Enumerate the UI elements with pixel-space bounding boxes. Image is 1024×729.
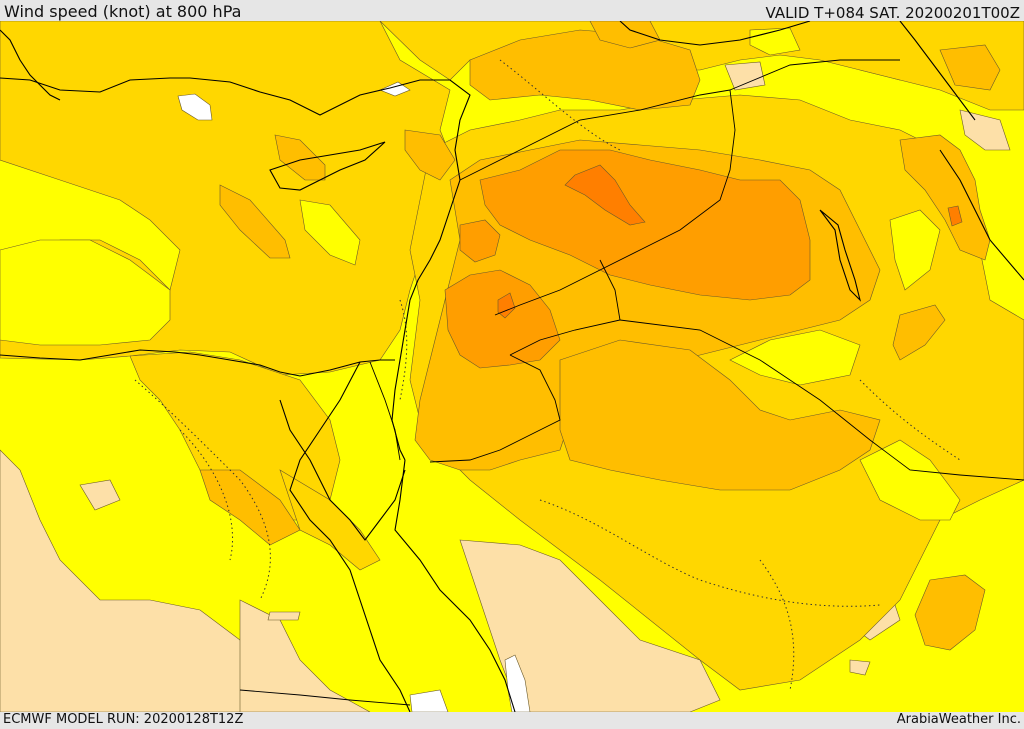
light-zone-small-1 — [267, 611, 301, 621]
coastline-black-sea — [619, 21, 811, 46]
border-iraq-saudi — [619, 319, 1024, 481]
coastline-red-sea-west — [289, 361, 411, 712]
strong-zone-jordan — [444, 269, 561, 369]
calm-zone-south — [409, 689, 449, 712]
dotted-isoline-2 — [179, 429, 234, 561]
fresh-zone-lebanon — [404, 129, 456, 181]
fresh-zone-turkey-north — [589, 21, 661, 49]
fresh-zone-gulf — [914, 574, 986, 651]
low-wind-pockets — [0, 27, 961, 521]
dotted-isolines — [134, 59, 961, 691]
map-footer: ECMWF MODEL RUN: 20200128T12Z ArabiaWeat… — [0, 712, 1024, 729]
low-pocket-cyprus — [299, 199, 361, 266]
dotted-isoline-5 — [499, 59, 621, 151]
coastline-caspian — [899, 21, 976, 121]
coastline-caspian-gulf — [819, 209, 862, 302]
fresh-zone-iraq — [559, 339, 881, 491]
map-header: Wind speed (knot) at 800 hPa VALID T+084… — [0, 0, 1024, 22]
wind-speed-map — [0, 21, 1024, 712]
light-zone-caucasus — [724, 61, 766, 91]
fresh-zone-north — [469, 29, 701, 111]
very-strong-core-zagros — [947, 205, 963, 227]
light-zone-iran-west — [959, 109, 1011, 151]
strong-zone-palestine — [459, 219, 501, 263]
calm-zone-aegean — [177, 93, 213, 121]
dotted-isoline-4 — [759, 559, 795, 691]
dotted-isoline-3 — [539, 499, 881, 607]
border-egypt-sudan — [239, 689, 411, 706]
light-zone-north-sinai — [79, 479, 121, 511]
credit-label: ArabiaWeather Inc. — [896, 712, 1021, 727]
coastline-turkey-south — [0, 77, 471, 211]
fresh-zone-med-streak — [219, 184, 291, 259]
valid-time: VALID T+084 SAT. 20200201T00Z — [765, 4, 1020, 22]
fresh-zone-cyprus-east — [274, 134, 326, 181]
dotted-isoline-7 — [399, 299, 408, 401]
strong-wind-zones — [444, 149, 811, 369]
calm-zone-bosphorus — [379, 81, 411, 97]
coastline-egypt — [0, 349, 395, 377]
low-pocket-west — [0, 239, 171, 346]
low-pocket-north-arabia — [859, 439, 961, 521]
coastline-gulf — [939, 149, 1024, 281]
border-iran-iraq — [729, 59, 900, 91]
strong-zone-syria-iraq — [479, 149, 811, 301]
fresh-zone-sinai-strip — [199, 469, 301, 546]
border-egypt-israel — [369, 361, 401, 461]
coastline-sinai — [279, 399, 406, 541]
dotted-isoline-1 — [134, 379, 271, 601]
light-zone-libya — [0, 449, 261, 712]
fresh-zone-iran-north — [939, 44, 1001, 91]
coastline-aegean — [0, 29, 61, 101]
border-jordan-iraq — [509, 259, 621, 356]
low-pocket-syria — [729, 329, 861, 386]
very-strong-core-east — [564, 164, 646, 226]
very-strong-wind-zones — [497, 164, 963, 319]
fresh-zone-zagros — [899, 134, 991, 261]
country-borders — [239, 59, 1024, 706]
map-title: Wind speed (knot) at 800 hPa — [4, 2, 242, 21]
model-run-label: ECMWF MODEL RUN: 20200128T12Z — [3, 712, 244, 727]
border-iraq-syria — [494, 89, 736, 316]
border-turkey-syria — [459, 89, 731, 181]
fresh-zone-iran-east — [892, 304, 946, 361]
light-zone-small-2 — [849, 659, 871, 676]
coastline-cyprus — [269, 141, 386, 191]
light-zone-hejaz — [459, 539, 721, 712]
coastline-red-sea-east — [394, 459, 516, 712]
low-pocket-caspian — [889, 209, 941, 291]
calm-zones — [177, 81, 531, 712]
border-jordan-saudi — [429, 354, 561, 463]
